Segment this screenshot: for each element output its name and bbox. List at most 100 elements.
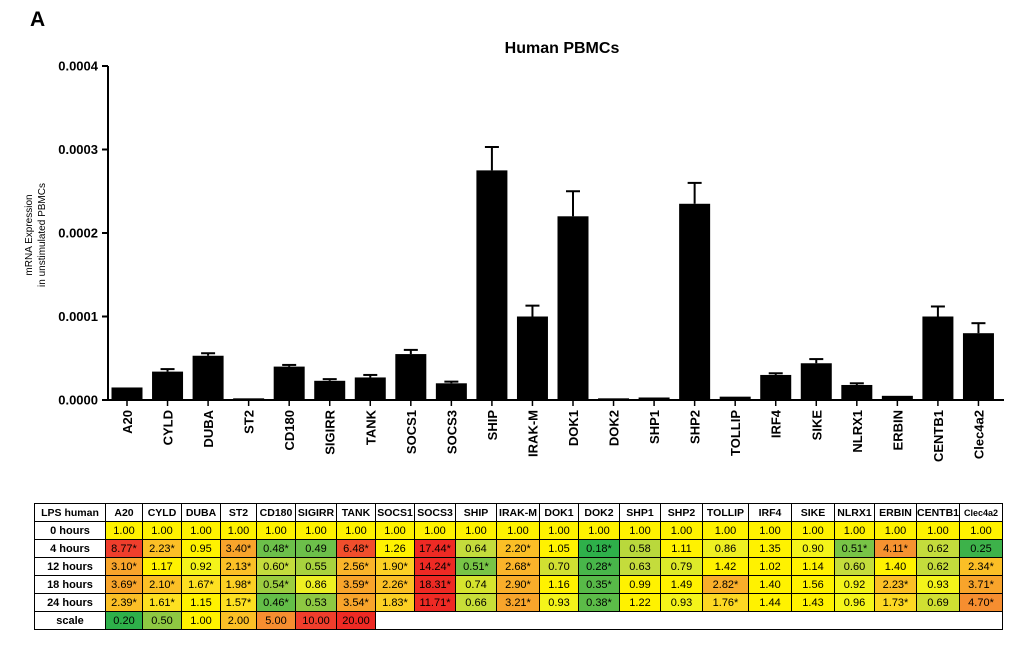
bar-duba [192,355,224,400]
column-header: SHP1 [619,503,661,522]
bar-dok1 [557,216,589,400]
x-tick-label: NLRX1 [850,410,865,453]
column-header: A20 [105,503,143,522]
x-tick-label: TANK [363,409,378,445]
table-cell: 0.79 [660,557,703,576]
x-tick-label: DOK1 [566,410,581,446]
x-tick-label: DOK2 [607,410,622,446]
table-cell: 1.00 [295,521,337,540]
table-cell: 1.83* [375,593,415,612]
table-cell: 1.02 [748,557,792,576]
scale-cell: 5.00 [256,611,296,630]
table-cell: 1.49 [660,575,703,594]
table-cell: 0.38* [578,593,620,612]
table-row: 0 hours 1.00 1.00 1.00 1.00 1.00 1.00 1.00 1.00 1… [34,521,1004,540]
bar-sigirr [314,380,346,400]
bar-irak-m [516,316,548,400]
table-cell: 2.20* [496,539,540,558]
table-cell: 0.66 [455,593,497,612]
column-header: DUBA [181,503,221,522]
table-cell: 6.48* [336,539,376,558]
x-tick-label: TOLLIP [728,410,743,456]
row-label: 4 hours [34,539,106,558]
table-cell: 0.62 [915,539,961,558]
table-cell: 2.26* [375,575,415,594]
table-cell: 1.00 [874,521,917,540]
table-cell: 0.46* [256,593,296,612]
column-header: IRAK-M [496,503,540,522]
y-axis-label-line-1: mRNA Expression [24,194,35,275]
column-header: CYLD [142,503,182,522]
table-cell: 1.00 [142,521,182,540]
bar-shp1 [638,397,670,400]
bar-shp2 [679,203,711,400]
x-tick-label: DUBA [201,409,216,447]
table-cell: 0.90 [791,539,835,558]
table-cell: 0.51* [834,539,875,558]
bar-chart: Human PBMCs mRNA Expression in unstimula… [24,40,1004,462]
table-body: 0 hours 1.00 1.00 1.00 1.00 1.00 1.00 1.00 1.00 1… [34,521,1004,630]
x-tick-label: ST2 [242,410,257,434]
scale-row: scale 0.20 0.50 1.00 2.00 5.00 10.00 20.00 [34,611,1004,630]
bar-cyld [152,371,184,400]
row-label: 18 hours [34,575,106,594]
y-axis-label-line-2: in unstimulated PBMCs [37,183,48,287]
table-cell: 2.68* [496,557,540,576]
table-cell: 1.43 [791,593,835,612]
table-cell: 0.60 [834,557,875,576]
table-cell: 3.69* [105,575,143,594]
table-cell: 1.44 [748,593,792,612]
bars [108,145,1004,401]
table-cell: 1.90* [375,557,415,576]
table-cell: 3.10* [105,557,143,576]
x-tick-label: IRF4 [769,409,784,438]
table-cell: 1.00 [702,521,749,540]
table-cell: 0.69 [915,593,961,612]
table-cell: 3.59* [336,575,376,594]
x-tick-labels: A20 CYLD DUBA ST2 CD180 SIGIRR TANK SOCS1 SOCS3 S… [120,400,986,462]
column-header: SOCS1 [375,503,415,522]
column-header: DOK2 [578,503,620,522]
bar-clec4a2 [962,333,994,400]
row-label: 24 hours [34,593,106,612]
table-cell: 0.95 [181,539,221,558]
column-header: SIKE [791,503,835,522]
column-header: TANK [336,503,376,522]
table-cell: 1.17 [142,557,182,576]
table-cell: 1.76* [702,593,749,612]
x-tick-label: SOCS3 [444,410,459,454]
chart-title: Human PBMCs [505,40,620,57]
table-cell: 1.56 [791,575,835,594]
table-cell: 1.00 [455,521,497,540]
column-header: SIGIRR [295,503,337,522]
table-cell: 1.00 [375,521,415,540]
x-tick-label: CYLD [161,410,176,445]
x-tick-label: SHIP [485,410,500,441]
bar-centb1 [922,316,954,400]
table-cell: 2.23* [874,575,917,594]
table-cell: 11.71* [414,593,456,612]
table-cell: 4.11* [874,539,917,558]
bar-a20 [111,387,143,400]
column-header: NLRX1 [834,503,875,522]
table-cell: 1.00 [834,521,875,540]
table-cell: 4.70* [959,593,1004,612]
column-header: SOCS3 [414,503,456,522]
column-header: SHIP [455,503,497,522]
table-cell: 0.70 [539,557,579,576]
table-cell: 0.25 [959,539,1004,558]
table-header-row: LPS human A20 CYLD DUBA ST2 CD180 SIGIRR TANK SO… [34,503,1004,522]
column-header: ST2 [220,503,257,522]
table-cell: 0.58 [619,539,661,558]
y-axis-label: mRNA Expression in unstimulated PBMCs [24,183,48,287]
bar-irf4 [760,374,792,400]
table-cell: 0.86 [295,575,337,594]
table-cell: 1.00 [619,521,661,540]
table-cell: 0.93 [539,593,579,612]
table-row: 18 hours 3.69* 2.10* 1.67* 1.98* 0.54* 0.86 3.5… [34,575,1004,594]
x-tick-label: SOCS1 [404,410,419,454]
scale-blank [374,611,1004,630]
column-header: CENTB1 [915,503,961,522]
table-cell: 1.00 [791,521,835,540]
column-header: DOK1 [539,503,579,522]
